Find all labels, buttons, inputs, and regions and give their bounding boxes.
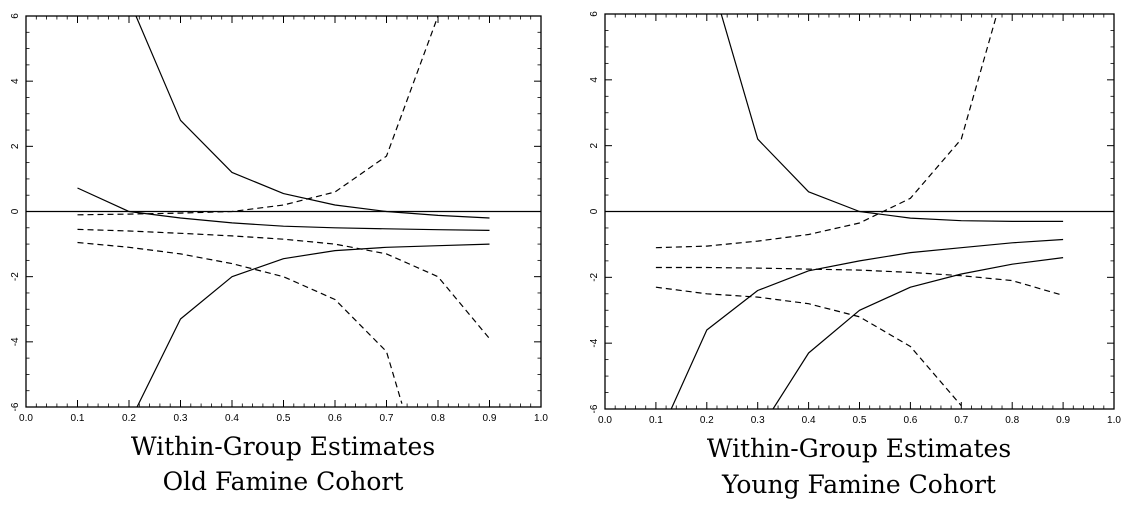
chart-panel-1: 0.0 0.1 0.2 0.3 0.4 0.5 0.6 0.7 0.8 0.9 1.0 -6 -4 -2 0… xyxy=(10,13,548,496)
x-tick-label: 0.0 xyxy=(598,415,612,426)
y-tick-label: 0 xyxy=(10,208,21,214)
x-tick-label: 0.7 xyxy=(380,413,394,424)
x-tick-label: 0.1 xyxy=(71,413,85,424)
y-tick-label: 2 xyxy=(589,142,600,148)
x-tick-label: 0.0 xyxy=(19,413,33,424)
y-tick-label: -4 xyxy=(589,338,600,347)
y-tick-label: 4 xyxy=(589,77,600,83)
dashed-line-6 xyxy=(77,241,403,404)
x-tick-label: 0.6 xyxy=(903,415,917,426)
y-tick-label: -6 xyxy=(589,404,600,413)
x-tick-label: 0.2 xyxy=(700,415,714,426)
x-tick-label: 0.9 xyxy=(483,413,497,424)
chart-caption-line1: Within-Group Estimates xyxy=(707,434,1011,463)
y-tick-label: -2 xyxy=(589,272,600,281)
solid-line-2 xyxy=(77,187,490,231)
y-tick-label: 4 xyxy=(10,78,21,84)
x-tick-label: 0.4 xyxy=(802,415,816,426)
x-tick-label: 0.3 xyxy=(174,413,188,424)
x-tick-label: 0.9 xyxy=(1056,415,1070,426)
solid-line-2 xyxy=(670,238,1064,409)
dashed-line-5 xyxy=(655,266,1064,296)
y-tick-label: -6 xyxy=(10,402,21,411)
x-tick-label: 0.5 xyxy=(853,415,867,426)
dashed-line-4 xyxy=(77,16,439,216)
x-tick-label: 0.6 xyxy=(328,413,342,424)
x-tick-label: 0.8 xyxy=(431,413,445,424)
x-tick-label: 0.8 xyxy=(1005,415,1019,426)
series-group xyxy=(77,16,490,407)
y-tick-label: -2 xyxy=(10,272,21,281)
chart-caption-line2: Old Famine Cohort xyxy=(163,467,404,496)
y-tick-label: 6 xyxy=(10,13,21,19)
solid-line-3 xyxy=(772,257,1064,409)
dashed-line-6 xyxy=(655,286,962,407)
x-tick-label: 0.1 xyxy=(649,415,663,426)
chart-caption-line2: Young Famine Cohort xyxy=(721,470,996,499)
solid-line-1 xyxy=(720,14,1064,222)
y-tick-label: 2 xyxy=(10,143,21,149)
dashed-line-4 xyxy=(655,14,998,249)
y-tick-label: -4 xyxy=(10,337,21,346)
x-tick-label: 0.4 xyxy=(225,413,239,424)
chart-panel-2: 0.0 0.1 0.2 0.3 0.4 0.5 0.6 0.7 0.8 0.9 1.0 -6 -4 -2 0… xyxy=(589,11,1121,499)
x-tick-label: 1.0 xyxy=(1107,415,1121,426)
x-tick-label: 1.0 xyxy=(534,413,548,424)
chart-caption-line1: Within-Group Estimates xyxy=(131,432,435,461)
x-tick-label: 0.2 xyxy=(122,413,136,424)
x-tick-label: 0.3 xyxy=(751,415,765,426)
solid-line-1 xyxy=(135,16,490,219)
x-tick-label: 0.7 xyxy=(954,415,968,426)
series-group xyxy=(655,14,1064,409)
x-tick-label: 0.5 xyxy=(277,413,291,424)
y-tick-label: 0 xyxy=(589,208,600,214)
solid-line-3 xyxy=(136,243,490,407)
y-tick-label: 6 xyxy=(589,11,600,17)
